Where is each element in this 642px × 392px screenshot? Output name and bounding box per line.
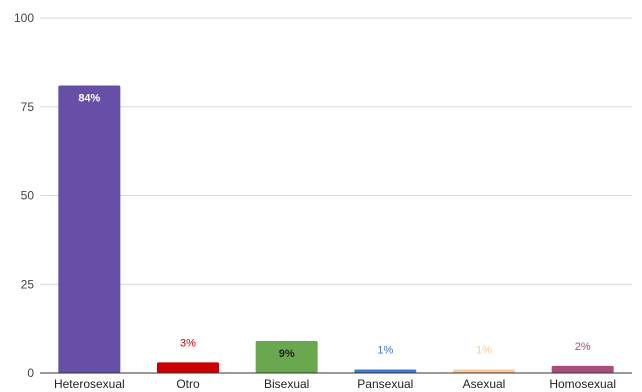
data-label-heterosexual: 84%: [78, 92, 100, 104]
data-label-otro: 3%: [180, 337, 196, 349]
category-label-heterosexual: Heterosexual: [54, 377, 125, 391]
data-label-asexual: 1%: [476, 344, 492, 356]
y-tick-label: 50: [21, 189, 35, 203]
bar-bisexual: [255, 341, 318, 373]
data-label-pansexual: 1%: [377, 344, 393, 356]
category-label-otro: Otro: [176, 377, 200, 391]
y-tick-label: 75: [21, 100, 35, 114]
bar-asexual: [453, 369, 515, 373]
bar-otro: [157, 362, 219, 373]
bars: [58, 85, 614, 373]
data-labels: 84% 3% 9% 1% 1% 2%: [78, 92, 591, 360]
category-label-pansexual: Pansexual: [357, 377, 413, 391]
y-tick-label: 0: [27, 366, 34, 380]
x-axis-categories: Heterosexual Otro Bisexual Pansexual Asexual…: [54, 377, 616, 391]
y-axis-ticks: 0 25 50 75 100: [14, 11, 34, 380]
data-label-bisexual: 9%: [279, 348, 295, 360]
y-tick-label: 25: [21, 277, 35, 291]
y-tick-label: 100: [14, 11, 34, 25]
bar-homosexual: [551, 365, 614, 373]
gridlines: [40, 17, 632, 285]
bar-pansexual: [354, 369, 417, 373]
data-label-homosexual: 2%: [575, 341, 591, 353]
category-label-homosexual: Homosexual: [549, 377, 616, 391]
bar-heterosexual: [58, 85, 121, 373]
category-label-asexual: Asexual: [463, 377, 506, 391]
category-label-bisexual: Bisexual: [264, 377, 309, 391]
